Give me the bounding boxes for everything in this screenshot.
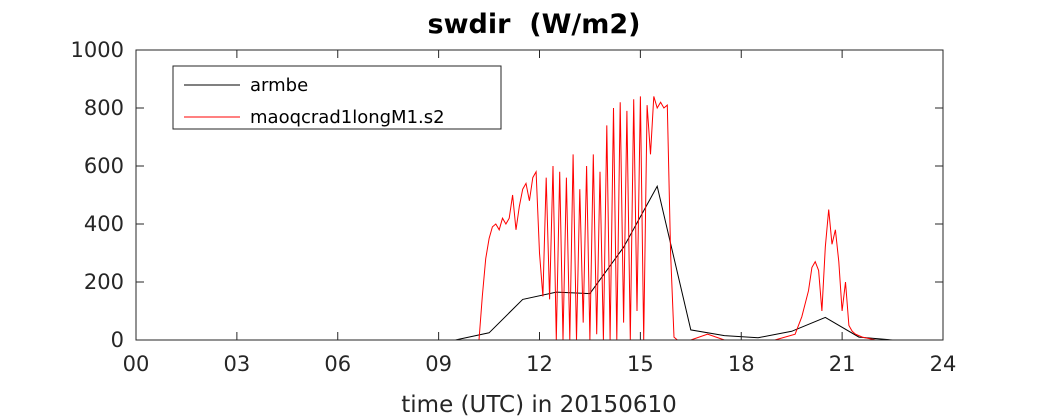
y-tick-label: 600 <box>84 154 124 178</box>
x-tick-label: 03 <box>224 352 251 376</box>
x-tick-label: 00 <box>123 352 150 376</box>
legend-label-maoqcrad1longM1-s2: maoqcrad1longM1.s2 <box>250 107 445 128</box>
y-tick-label: 200 <box>84 270 124 294</box>
x-tick-label: 09 <box>425 352 452 376</box>
ticks-layer: 00 03 06 09 12 15 18 21 24 0 200 400 600 800 1000 <box>71 38 957 376</box>
legend: armbe maoqcrad1longM1.s2 <box>172 65 502 130</box>
series-line-maoqcrad1longM1-s2 <box>136 96 943 341</box>
y-tick-label: 1000 <box>71 38 124 62</box>
x-tick-label: 15 <box>627 352 654 376</box>
chart-title: swdir (W/m2) <box>428 9 641 40</box>
x-tick-label: 12 <box>526 352 553 376</box>
legend-label-armbe: armbe <box>250 75 308 96</box>
x-axis-label: time (UTC) in 20150610 <box>401 392 676 417</box>
y-tick-label: 0 <box>111 328 124 352</box>
y-tick-label: 400 <box>84 212 124 236</box>
x-tick-label: 18 <box>728 352 755 376</box>
y-tick-label: 800 <box>84 96 124 120</box>
x-tick-label: 21 <box>829 352 856 376</box>
legend-box <box>172 65 502 130</box>
x-tick-label: 24 <box>930 352 957 376</box>
x-tick-label: 06 <box>324 352 351 376</box>
